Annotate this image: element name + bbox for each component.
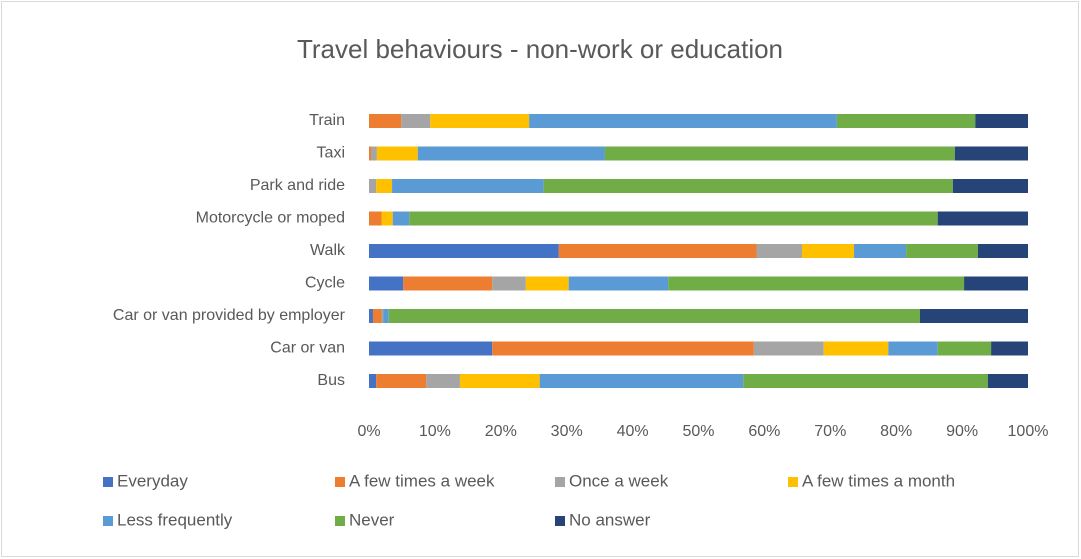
bar-segment bbox=[492, 341, 754, 356]
bar-segment bbox=[401, 114, 431, 128]
bar-segment bbox=[529, 114, 837, 128]
bar-segment bbox=[743, 374, 988, 388]
bar-segment bbox=[753, 341, 824, 356]
bar-segment bbox=[568, 276, 669, 291]
x-tick-label: 80% bbox=[880, 423, 912, 440]
y-tick-label: Motorcycle or moped bbox=[196, 210, 345, 227]
legend-swatch bbox=[335, 516, 345, 526]
x-tick-label: 50% bbox=[682, 423, 714, 440]
bar-segment bbox=[369, 276, 404, 291]
x-tick-label: 100% bbox=[1008, 423, 1049, 440]
chart-title: Travel behaviours - non-work or educatio… bbox=[297, 34, 783, 64]
bar-segment bbox=[388, 309, 920, 323]
x-tick-label: 70% bbox=[814, 423, 846, 440]
legend-label: A few times a week bbox=[349, 471, 495, 490]
bar-segment bbox=[381, 211, 393, 226]
bar-segment bbox=[369, 341, 493, 356]
bar-segment bbox=[558, 244, 757, 258]
bar-segment bbox=[369, 146, 371, 161]
y-tick-label: Car or van provided by employer bbox=[113, 307, 346, 324]
bar-segment bbox=[417, 146, 605, 161]
x-tick-label: 0% bbox=[357, 423, 380, 440]
bar-segment bbox=[975, 114, 1028, 128]
bar-segment bbox=[369, 179, 377, 193]
legend-swatch bbox=[103, 516, 113, 526]
bar-segment bbox=[409, 211, 938, 226]
legend-swatch bbox=[788, 477, 798, 487]
bar-segment bbox=[372, 309, 382, 323]
bar-segment bbox=[369, 244, 559, 258]
bar-segment bbox=[430, 114, 530, 128]
legend-label: Once a week bbox=[569, 471, 669, 490]
y-tick-label: Taxi bbox=[317, 145, 345, 162]
bar-segment bbox=[369, 374, 377, 388]
bar-segment bbox=[906, 244, 978, 258]
bar-segment bbox=[369, 309, 373, 323]
x-tick-label: 60% bbox=[748, 423, 780, 440]
y-tick-label: Train bbox=[309, 112, 345, 129]
bar-segment bbox=[991, 341, 1028, 356]
bar-segment bbox=[801, 244, 855, 258]
bar-segment bbox=[492, 276, 526, 291]
x-tick-label: 40% bbox=[617, 423, 649, 440]
bar-segment bbox=[403, 276, 493, 291]
bar-segment bbox=[987, 374, 1028, 388]
legend-swatch bbox=[555, 477, 565, 487]
bar-segment bbox=[954, 146, 1028, 161]
bar-segment bbox=[604, 146, 955, 161]
legend-label: Never bbox=[349, 510, 395, 529]
x-tick-label: 10% bbox=[419, 423, 451, 440]
bar-segment bbox=[376, 179, 393, 193]
x-tick-label: 20% bbox=[485, 423, 517, 440]
bar-segment bbox=[888, 341, 938, 356]
bar-segment bbox=[381, 309, 384, 323]
legend-label: Less frequently bbox=[117, 510, 233, 529]
y-tick-label: Park and ride bbox=[250, 177, 345, 194]
y-tick-label: Car or van bbox=[270, 340, 345, 357]
bar-segment bbox=[376, 146, 418, 161]
y-tick-label: Cycle bbox=[305, 275, 345, 292]
legend-swatch bbox=[335, 477, 345, 487]
bar-segment bbox=[937, 341, 992, 356]
legend-label: No answer bbox=[569, 510, 651, 529]
legend-swatch bbox=[103, 477, 113, 487]
bar-segment bbox=[756, 244, 802, 258]
bar-segment bbox=[392, 179, 544, 193]
bar-segment bbox=[392, 211, 410, 226]
bar-segment bbox=[539, 374, 744, 388]
y-tick-label: Bus bbox=[317, 372, 345, 389]
bar-segment bbox=[369, 211, 382, 226]
y-tick-label: Walk bbox=[310, 242, 346, 259]
legend-label: Everyday bbox=[117, 471, 188, 490]
x-tick-label: 90% bbox=[946, 423, 978, 440]
x-tick-label: 30% bbox=[551, 423, 583, 440]
bar-segment bbox=[370, 146, 377, 161]
bar-segment bbox=[376, 374, 427, 388]
bar-segment bbox=[525, 276, 569, 291]
bar-segment bbox=[369, 114, 402, 128]
bar-segment bbox=[964, 276, 1028, 291]
bar-segment bbox=[977, 244, 1028, 258]
bar-segment bbox=[937, 211, 1028, 226]
bar-segment bbox=[383, 309, 389, 323]
bar-segment bbox=[426, 374, 460, 388]
bar-segment bbox=[836, 114, 976, 128]
bar-segment bbox=[543, 179, 953, 193]
bar-segment bbox=[459, 374, 540, 388]
bar-segment bbox=[823, 341, 889, 356]
bar-segment bbox=[668, 276, 965, 291]
bar-segment bbox=[952, 179, 1028, 193]
legend-swatch bbox=[555, 516, 565, 526]
bar-segment bbox=[854, 244, 907, 258]
legend-label: A few times a month bbox=[802, 471, 955, 490]
bar-segment bbox=[919, 309, 1028, 323]
